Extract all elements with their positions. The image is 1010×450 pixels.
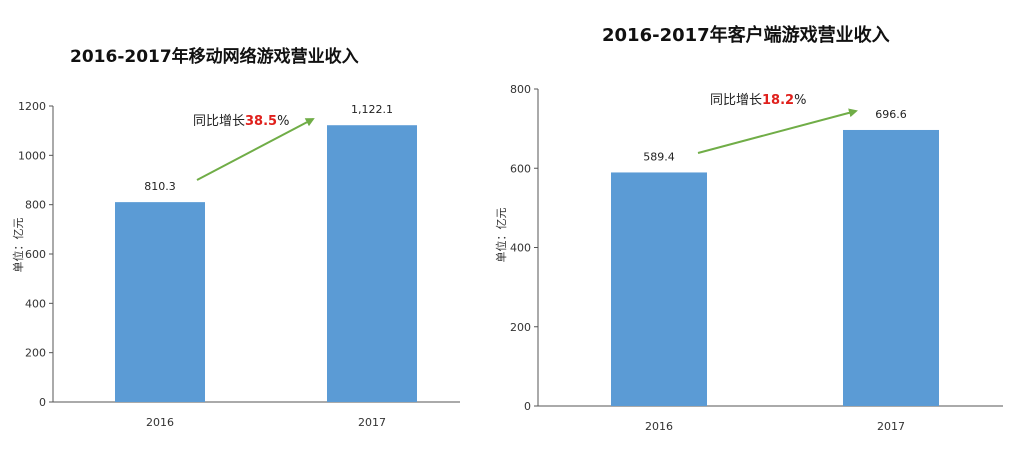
y-tick-label: 1000: [18, 149, 46, 162]
data-label: 1,122.1: [351, 103, 393, 116]
y-tick-label: 0: [524, 400, 531, 413]
chart-title: 2016-2017年客户端游戏营业收入: [602, 25, 890, 46]
growth-suffix: %: [277, 114, 289, 129]
growth-prefix: 同比增长: [193, 114, 245, 129]
y-tick-label: 0: [39, 396, 46, 409]
data-label: 810.3: [144, 180, 176, 193]
data-label: 696.6: [875, 108, 907, 121]
growth-prefix: 同比增长: [710, 93, 762, 108]
y-tick-label: 400: [510, 242, 531, 255]
growth-arrow: [697, 108, 858, 154]
y-tick-label: 800: [510, 83, 531, 96]
growth-annotation: 同比增长38.5%: [193, 114, 289, 129]
chart-svg: 0 200 400 600 800 1000 1200 单位：亿元 810.3 2016 1,122…: [11, 100, 460, 429]
y-tick-label: 600: [510, 162, 531, 175]
growth-annotation: 同比增长18.2%: [710, 93, 806, 108]
client-game-revenue-chart: 2016-2017年客户端游戏营业收入 0 200 400 600 800 单位：亿元 58…: [480, 0, 1010, 450]
y-axis-title: 单位：亿元: [11, 218, 25, 273]
bar: [843, 129, 939, 407]
data-label: 589.4: [643, 150, 675, 163]
growth-value: 18.2: [762, 93, 794, 108]
x-tick-label: 2017: [877, 420, 905, 433]
chart-title: 2016-2017年移动网络游戏营业收入: [70, 47, 359, 67]
bar: [611, 172, 707, 406]
bar: [115, 202, 205, 402]
growth-suffix: %: [794, 93, 806, 108]
y-tick-label: 1200: [18, 100, 46, 113]
y-tick-label: 200: [25, 347, 46, 360]
growth-arrow: [196, 118, 315, 181]
x-tick-label: 2016: [645, 420, 673, 433]
chart-svg: 0 200 400 600 800 单位：亿元 589.4 2016 696.6 2017 同比增长…: [494, 83, 1003, 433]
mobile-game-revenue-chart: 2016-2017年移动网络游戏营业收入 0 200 400 600 800 1000 12…: [0, 0, 480, 450]
y-tick-label: 400: [25, 297, 46, 310]
y-tick-label: 800: [25, 199, 46, 212]
y-tick-label: 200: [510, 321, 531, 334]
x-tick-label: 2017: [358, 416, 386, 429]
y-axis-title: 单位：亿元: [494, 208, 508, 263]
growth-value: 38.5: [245, 114, 277, 129]
bar: [327, 125, 417, 402]
x-tick-label: 2016: [146, 416, 174, 429]
y-tick-label: 600: [25, 248, 46, 261]
